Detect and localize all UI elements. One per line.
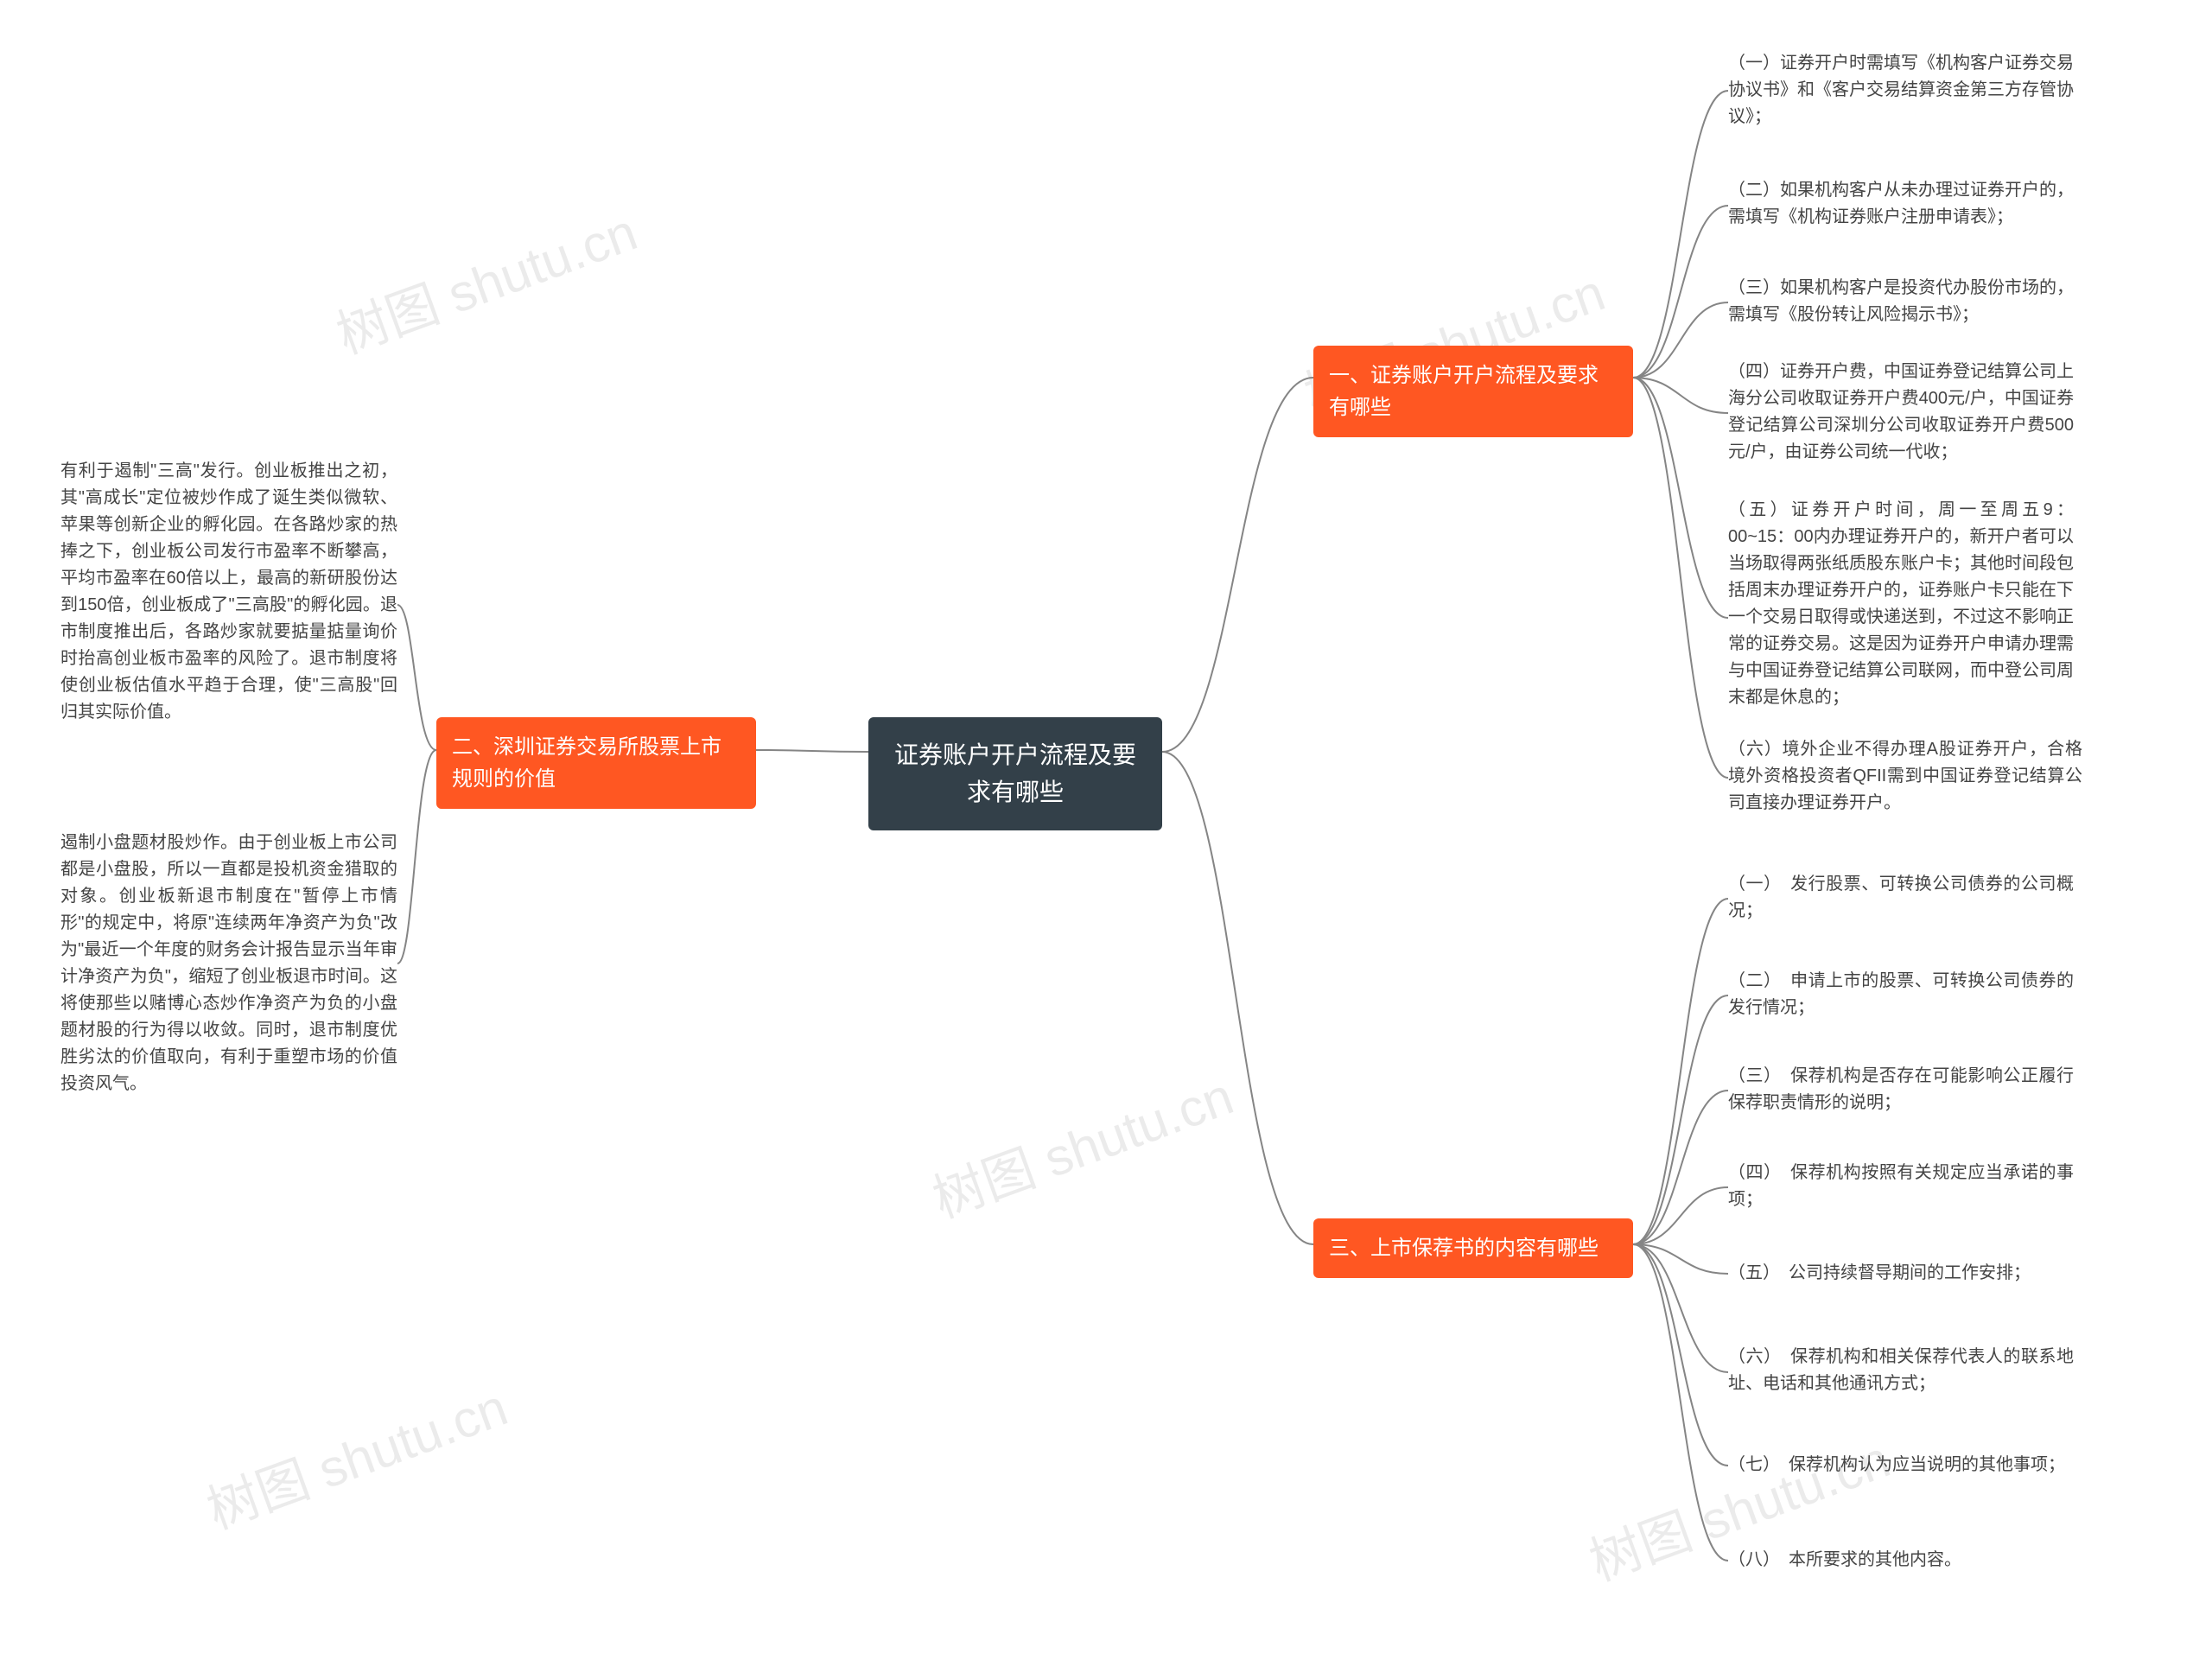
- watermark: 树图 shutu.cn: [921, 1054, 1242, 1232]
- branch-node-3[interactable]: 三、上市保荐书的内容有哪些: [1313, 1218, 1633, 1278]
- mindmap-canvas: 树图 shutu.cn 树图 shutu.cn 树图 shutu.cn 树图 s…: [0, 0, 2212, 1679]
- leaf-node[interactable]: （一）证券开户时需填写《机构客户证券交易协议书》和《客户交易结算资金第三方存管协…: [1728, 50, 2074, 130]
- leaf-node[interactable]: 遏制小盘题材股炒作。由于创业板上市公司都是小盘股，所以一直都是投机资金猎取的对象…: [60, 830, 397, 1097]
- leaf-node[interactable]: （二） 申请上市的股票、可转换公司债券的发行情况；: [1728, 968, 2074, 1021]
- leaf-node[interactable]: （七） 保荐机构认为应当说明的其他事项；: [1728, 1452, 2074, 1479]
- leaf-node[interactable]: （六）境外企业不得办理A股证券开户，合格境外资格投资者QFII需到中国证券登记结…: [1728, 736, 2082, 817]
- leaf-node[interactable]: （四） 保荐机构按照有关规定应当承诺的事项；: [1728, 1160, 2074, 1213]
- center-node[interactable]: 证券账户开户流程及要求有哪些: [868, 717, 1162, 830]
- leaf-node[interactable]: （六） 保荐机构和相关保荐代表人的联系地址、电话和其他通讯方式；: [1728, 1344, 2074, 1397]
- branch-node-1[interactable]: 一、证券账户开户流程及要求有哪些: [1313, 346, 1633, 437]
- leaf-node[interactable]: （三） 保荐机构是否存在可能影响公正履行保荐职责情形的说明；: [1728, 1063, 2074, 1116]
- leaf-node[interactable]: （五） 公司持续督导期间的工作安排；: [1728, 1260, 2074, 1287]
- leaf-node[interactable]: （三）如果机构客户是投资代办股份市场的，需填写《股份转让风险揭示书》；: [1728, 275, 2074, 328]
- leaf-node[interactable]: （五）证券开户时间，周一至周五9：00~15：00内办理证券开户的，新开户者可以…: [1728, 497, 2074, 711]
- leaf-node[interactable]: （四）证券开户费，中国证券登记结算公司上海分公司收取证券开户费400元/户，中国…: [1728, 359, 2074, 466]
- leaf-node[interactable]: 有利于遏制"三高"发行。创业板推出之初，其"高成长"定位被炒作成了诞生类似微软、…: [60, 458, 397, 726]
- branch-node-2[interactable]: 二、深圳证券交易所股票上市规则的价值: [436, 717, 756, 809]
- leaf-node[interactable]: （八） 本所要求的其他内容。: [1728, 1547, 2074, 1574]
- leaf-node[interactable]: （二）如果机构客户从未办理过证券开户的，需填写《机构证券账户注册申请表》；: [1728, 177, 2074, 231]
- watermark: 树图 shutu.cn: [195, 1365, 516, 1543]
- leaf-node[interactable]: （一） 发行股票、可转换公司债券的公司概况；: [1728, 871, 2074, 925]
- watermark: 树图 shutu.cn: [325, 190, 645, 368]
